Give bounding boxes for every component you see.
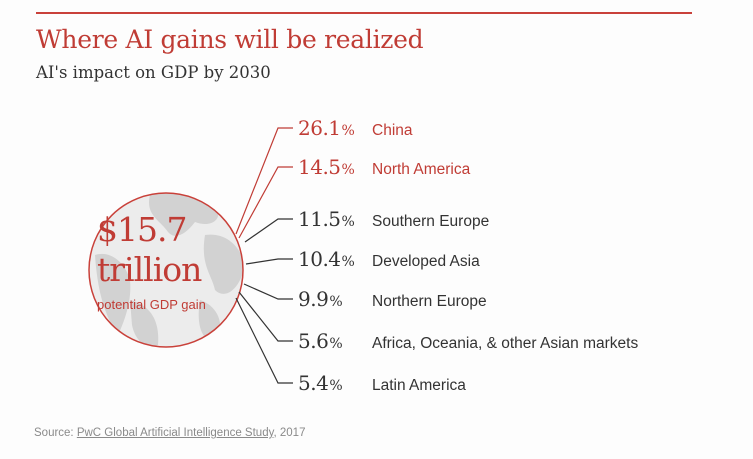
region-row: 5.4% Latin America <box>298 371 466 395</box>
globe-icon <box>88 192 244 348</box>
connector-line <box>235 297 293 384</box>
top-rule <box>36 12 692 14</box>
percent-value: 5.6 <box>298 329 329 353</box>
region-name: Southern Europe <box>372 213 490 230</box>
region-row: 9.9% Northern Europe <box>298 287 487 311</box>
percent-value: 26.1 <box>298 116 341 140</box>
percent-value: 5.4 <box>298 371 329 395</box>
region-name: China <box>372 122 413 139</box>
region-row: 5.6% Africa, Oceania, & other Asian marke… <box>298 329 638 353</box>
connector-line <box>235 127 293 235</box>
percent-sign: % <box>329 294 343 310</box>
region-row: 26.1% China <box>298 116 413 140</box>
percent-sign: % <box>341 254 355 270</box>
connector-lines <box>235 127 293 384</box>
total-label: potential GDP gain <box>97 297 206 312</box>
connector-line <box>245 258 293 265</box>
region-name: North America <box>372 161 471 178</box>
region-row: 11.5% Southern Europe <box>298 207 489 231</box>
chart-title: Where AI gains will be realized <box>36 25 424 54</box>
percent-sign: % <box>341 162 355 178</box>
percent-sign: % <box>341 214 355 230</box>
region-percent: 10.4% <box>298 247 372 271</box>
region-name: Africa, Oceania, & other Asian markets <box>372 335 639 352</box>
source-prefix: Source: <box>34 427 77 439</box>
total-amount: $15.7 <box>97 210 187 249</box>
connector-line <box>244 218 293 243</box>
connector-line <box>238 291 293 342</box>
source-suffix: , 2017 <box>273 427 306 439</box>
chart-subtitle: AI's impact on GDP by 2030 <box>36 63 271 82</box>
source-link[interactable]: PwC Global Artificial Intelligence Study <box>76 427 274 439</box>
percent-value: 9.9 <box>298 287 329 311</box>
percent-value: 14.5 <box>298 155 341 179</box>
percent-value: 10.4 <box>298 247 341 271</box>
region-percent: 26.1% <box>298 116 372 140</box>
source-note: Source: PwC Global Artificial Intelligen… <box>34 427 305 439</box>
connector-line <box>238 166 293 239</box>
percent-sign: % <box>341 123 355 139</box>
total-unit: trillion <box>97 250 202 289</box>
region-name: Latin America <box>372 377 466 394</box>
region-percent: 14.5% <box>298 155 372 179</box>
region-name: Developed Asia <box>372 253 480 270</box>
connector-line <box>243 283 293 300</box>
percent-sign: % <box>329 378 343 394</box>
percent-sign: % <box>329 336 343 352</box>
region-percent: 11.5% <box>298 207 372 231</box>
region-name: Northern Europe <box>372 293 487 310</box>
region-percent: 5.4% <box>298 371 372 395</box>
region-row: 14.5% North America <box>298 155 470 179</box>
region-row: 10.4% Developed Asia <box>298 247 480 271</box>
region-percent: 5.6% <box>298 329 372 353</box>
region-percent: 9.9% <box>298 287 372 311</box>
percent-value: 11.5 <box>298 207 341 231</box>
